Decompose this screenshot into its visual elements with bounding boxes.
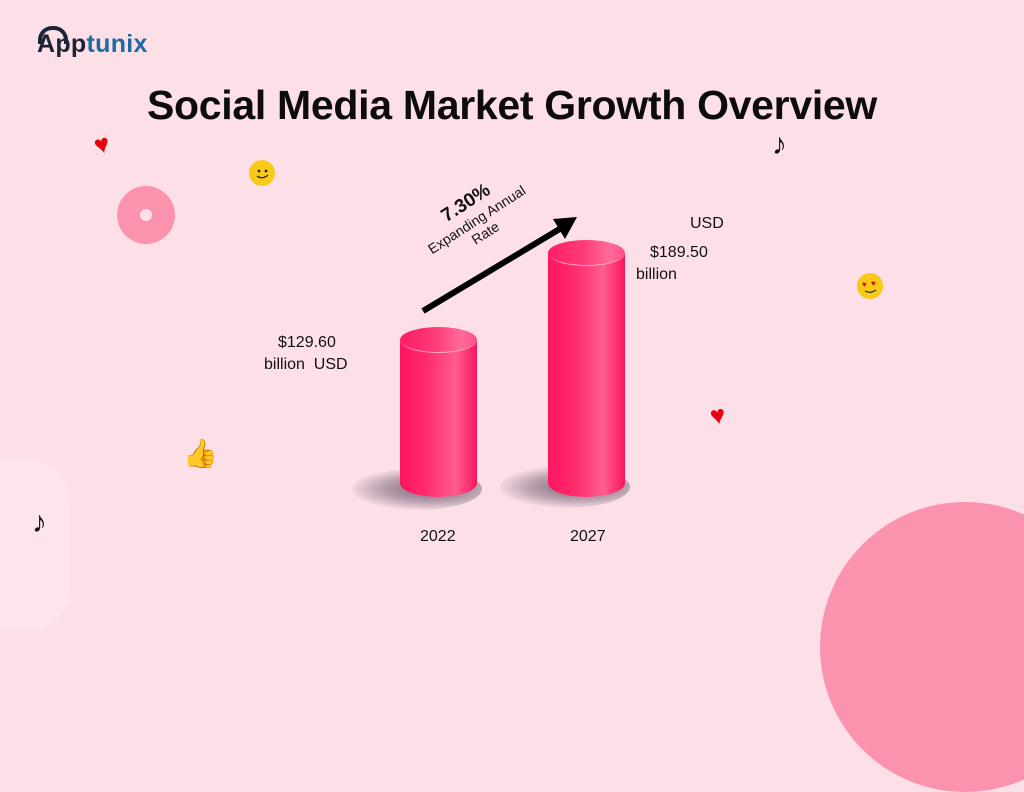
- page-title: Social Media Market Growth Overview: [146, 82, 878, 128]
- music-note-icon: ♪: [772, 128, 787, 161]
- heart-icon: ♥: [90, 127, 114, 161]
- x-label-2022: 2022: [420, 528, 456, 545]
- heart-icon: ♥: [707, 398, 728, 432]
- bar-top: [548, 240, 625, 266]
- thumbs-up-icon: 👍: [183, 438, 218, 469]
- svg-text:♥: ♥: [871, 279, 876, 288]
- decorative-circle: [820, 502, 1024, 792]
- bar-top: [400, 327, 477, 353]
- value-usd-2027: USD: [690, 215, 724, 232]
- smiley-emoji-icon: [249, 160, 275, 186]
- bar-2022: [400, 327, 477, 497]
- donut-icon: [117, 186, 175, 244]
- background-blob: [0, 460, 70, 630]
- growth-arrow-icon: [421, 217, 577, 314]
- apptunix-logo: Apptunix: [37, 30, 148, 58]
- x-label-2027: 2027: [570, 528, 606, 545]
- music-note-icon: ♪: [32, 506, 47, 539]
- value-label-2027: $189.50 billion: [636, 244, 708, 283]
- heart-eyes-emoji-icon: ♥ ♥: [857, 273, 883, 299]
- logo-arc-icon: [38, 26, 68, 44]
- svg-text:♥: ♥: [862, 280, 867, 289]
- bar-2027: [548, 240, 625, 497]
- value-label-2022: $129.60 billion USD: [264, 334, 348, 373]
